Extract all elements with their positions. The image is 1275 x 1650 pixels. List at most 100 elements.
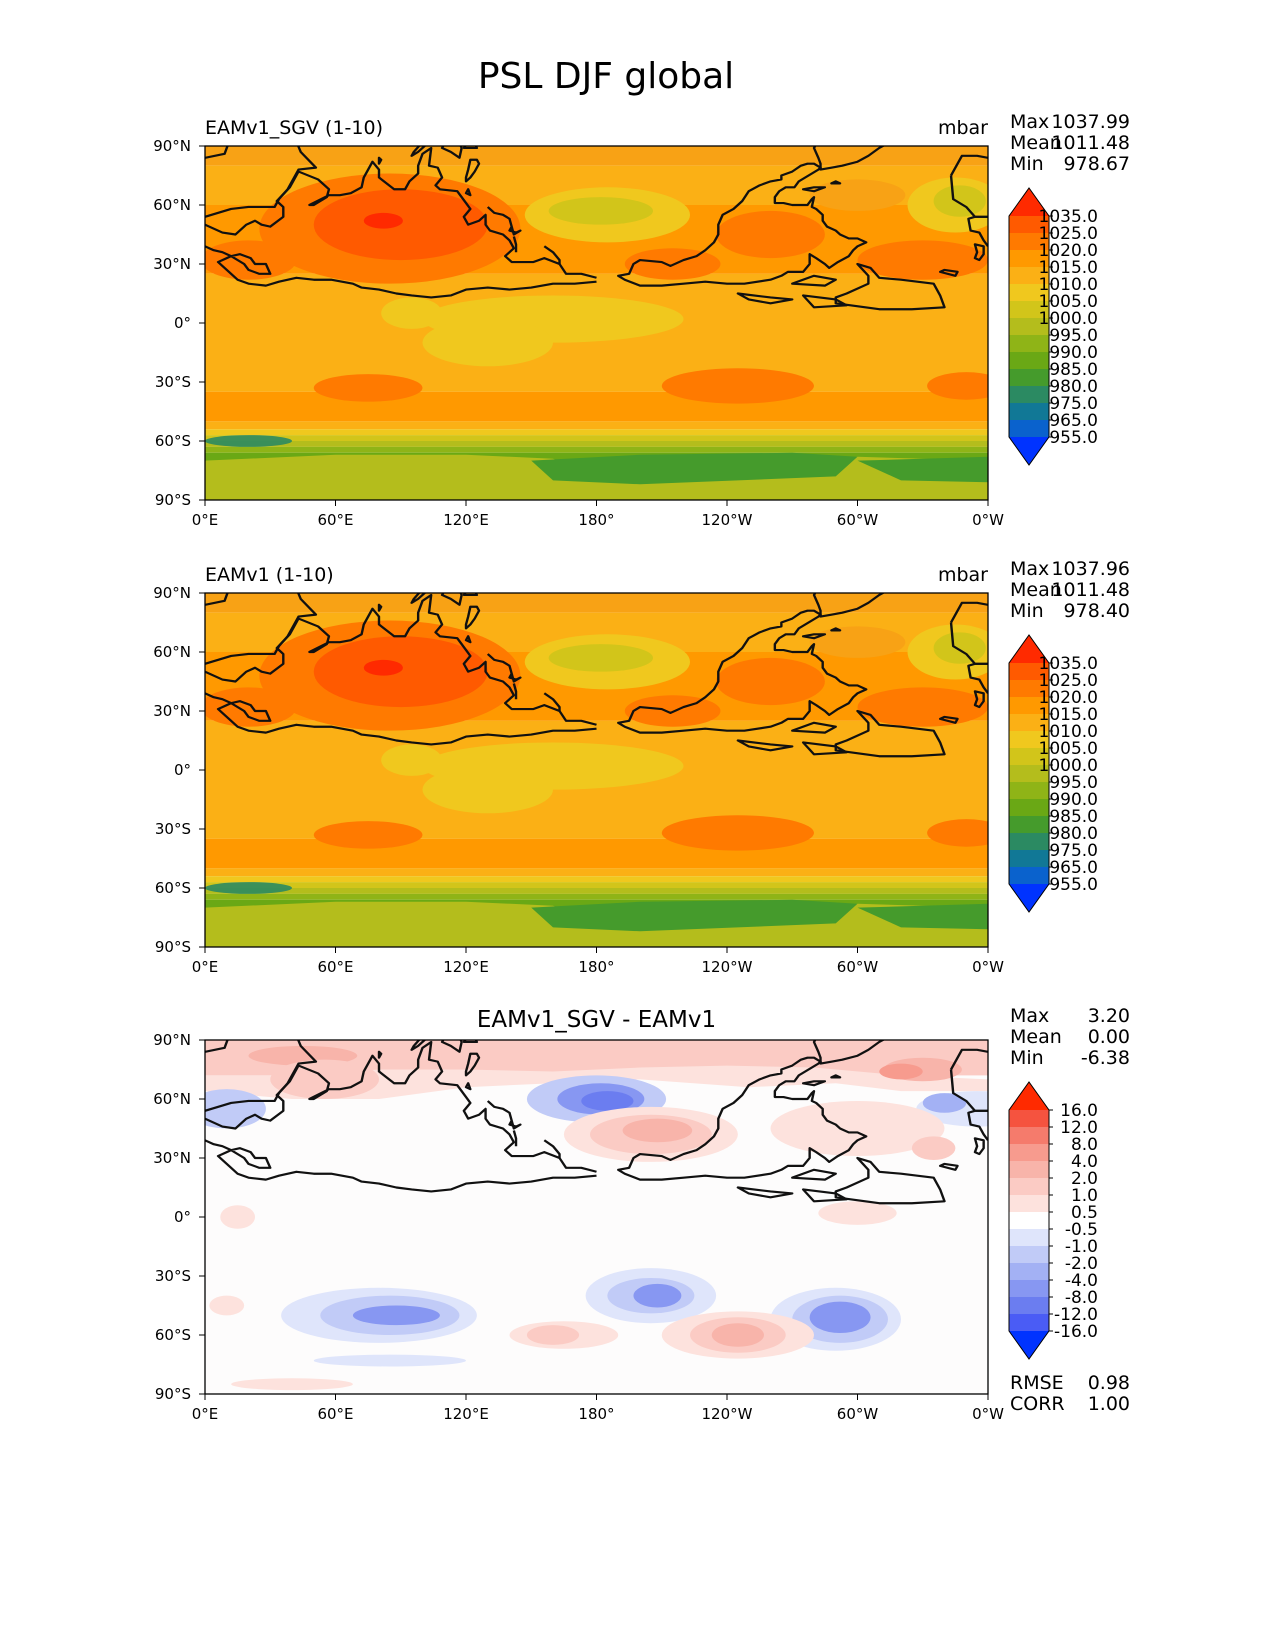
colorbar: 1035.01025.01020.01015.01010.01005.01000… (1008, 187, 1098, 466)
y-axis: 90°N 60°N 30°N 0° 30°S 60°S 90°S (153, 584, 205, 956)
colorbar-segment (1009, 1144, 1049, 1162)
colorbar-extend-max (1009, 1082, 1049, 1110)
stat-mean-label: Mean (1010, 132, 1062, 154)
colorbar-segment (1009, 1127, 1049, 1145)
colorbar-extend-min (1009, 1331, 1049, 1359)
colorbar-segment (1009, 216, 1049, 234)
colorbar-segment (1009, 850, 1049, 868)
colorbar-segment (1009, 1280, 1049, 1298)
colorbar-label: 975.0 (1049, 394, 1098, 414)
stat-mean-value: 0.00 (1088, 1026, 1130, 1048)
colorbar-segment (1009, 765, 1049, 783)
y-axis: 90°N 60°N 30°N 0° 30°S 60°S 90°S (153, 137, 205, 509)
colorbar-segment (1009, 799, 1049, 817)
colorbar-segment (1009, 1297, 1049, 1315)
y-tick-label: 60°N (153, 196, 191, 214)
colorbar-label: 1015.0 (1039, 258, 1098, 278)
x-tick-label: 120°W (702, 1405, 753, 1423)
colorbar: 1035.01025.01020.01015.01010.01005.01000… (1008, 634, 1098, 913)
colorbar-label: 965.0 (1049, 411, 1098, 431)
colorbar-segment (1009, 284, 1049, 302)
colorbar-label: 1005.0 (1039, 739, 1098, 759)
x-tick-label: 60°E (317, 958, 353, 976)
colorbar-label: 1025.0 (1039, 224, 1098, 244)
colorbar-segment (1009, 833, 1049, 851)
y-tick-label: 30°N (153, 702, 191, 720)
x-tick-label: 120°E (443, 511, 489, 529)
colorbar-label: 985.0 (1049, 807, 1098, 827)
colorbar-label: 16.0 (1060, 1101, 1098, 1121)
x-tick-label: 0°W (972, 1405, 1004, 1423)
colorbar-label: -2.0 (1065, 1254, 1098, 1274)
colorbar-label: 1020.0 (1039, 241, 1098, 261)
figure-title: PSL DJF global (478, 56, 734, 97)
x-axis: 0°E 60°E 120°E 180° 120°W 60°W 0°W (192, 947, 1004, 976)
colorbar-label: 1010.0 (1039, 722, 1098, 742)
colorbar-segment (1009, 697, 1049, 715)
colorbar-segment (1009, 782, 1049, 800)
colorbar-segment (1009, 1246, 1049, 1264)
x-tick-label: 0°E (192, 958, 219, 976)
stat-min-value: 978.67 (1064, 153, 1130, 175)
x-tick-label: 60°W (837, 511, 879, 529)
colorbar-label: 995.0 (1049, 326, 1098, 346)
x-axis: 0°E 60°E 120°E 180° 120°W 60°W 0°W (192, 1394, 1004, 1423)
colorbar-segment (1009, 1229, 1049, 1247)
colorbar-label: 980.0 (1049, 824, 1098, 844)
colorbar-segment (1009, 386, 1049, 404)
units-label: mbar (938, 564, 988, 586)
stat-min-label: Min (1010, 600, 1044, 622)
colorbar-segment (1009, 1178, 1049, 1196)
colorbar-segment (1009, 352, 1049, 370)
stat-max-value: 1037.99 (1051, 111, 1130, 133)
colorbar-label: 0.5 (1071, 1203, 1098, 1223)
x-tick-label: 120°W (702, 958, 753, 976)
colorbar-label: 975.0 (1049, 841, 1098, 861)
x-axis: 0°E 60°E 120°E 180° 120°W 60°W 0°W (192, 500, 1004, 529)
stat-max-label: Max (1010, 1005, 1049, 1027)
y-tick-label: 60°S (155, 879, 191, 897)
y-tick-label: 60°S (155, 1326, 191, 1344)
y-tick-label: 0° (174, 761, 191, 779)
y-tick-label: 60°S (155, 432, 191, 450)
colorbar-segment (1009, 714, 1049, 732)
colorbar-label: 1035.0 (1039, 654, 1098, 674)
stats: Max 1037.99 Mean 1011.48 Min 978.67 (1010, 111, 1130, 175)
colorbar-segment (1009, 1161, 1049, 1179)
colorbar-segment (1009, 318, 1049, 336)
colorbar-label: 1000.0 (1039, 309, 1098, 329)
x-tick-label: 180° (578, 1405, 614, 1423)
y-tick-label: 30°S (155, 1267, 191, 1285)
panel-title: EAMv1_SGV - EAMv1 (477, 1007, 716, 1033)
y-tick-label: 90°S (155, 1385, 191, 1403)
x-tick-label: 0°E (192, 511, 219, 529)
x-tick-label: 60°W (837, 1405, 879, 1423)
x-tick-label: 0°E (192, 1405, 219, 1423)
colorbar-segment (1009, 1195, 1049, 1213)
colorbar-label: 1000.0 (1039, 756, 1098, 776)
y-tick-label: 90°N (153, 1031, 191, 1049)
colorbar-extend-min (1009, 437, 1049, 465)
colorbar-label: -16.0 (1054, 1322, 1098, 1342)
colorbar-extend-max (1009, 635, 1049, 663)
colorbar-label: -4.0 (1065, 1271, 1098, 1291)
stat-mean-value: 1011.48 (1051, 132, 1130, 154)
colorbar-segment (1009, 335, 1049, 353)
psl-difference-field (205, 1040, 988, 1394)
colorbar-segment (1009, 250, 1049, 268)
y-tick-label: 30°N (153, 255, 191, 273)
colorbar-segment (1009, 1263, 1049, 1281)
stat-mean-label: Mean (1010, 1026, 1062, 1048)
panel-difference: EAMv1_SGV - EAMv1 Max 3.20 Mean 0.00 Min… (153, 1005, 1130, 1423)
y-tick-label: 0° (174, 314, 191, 332)
x-tick-label: 120°E (443, 958, 489, 976)
colorbar-segment (1009, 267, 1049, 285)
stat-mean-value: 1011.48 (1051, 579, 1130, 601)
colorbar-label: 995.0 (1049, 773, 1098, 793)
colorbar-extend-max (1009, 188, 1049, 216)
x-tick-label: 0°W (972, 511, 1004, 529)
panel-title: EAMv1_SGV (1-10) (205, 117, 383, 139)
corr-label: CORR (1010, 1393, 1065, 1415)
colorbar-segment (1009, 663, 1049, 681)
panel-model-sgv: EAMv1_SGV (1-10) mbar Max 1037.99 Mean 1… (153, 111, 1130, 529)
